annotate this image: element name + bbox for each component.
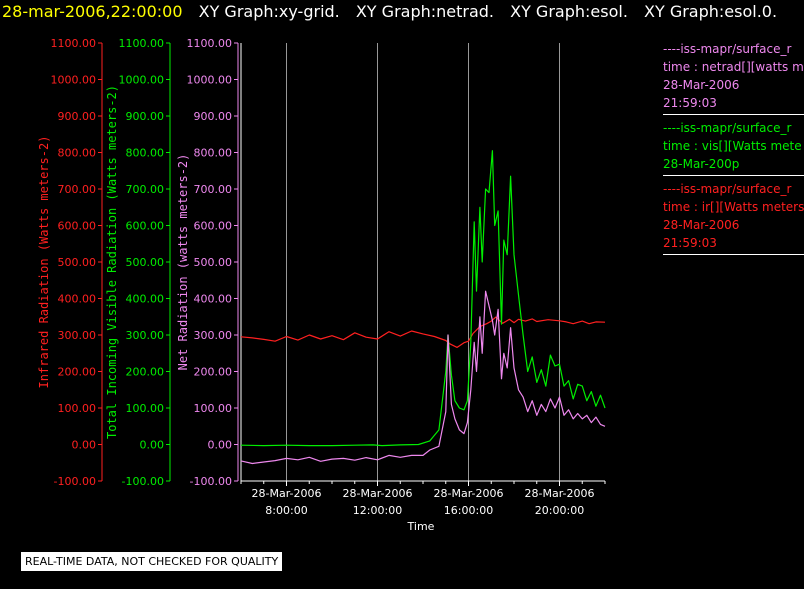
y-tick-label-net: 500.00 [194, 256, 233, 269]
y-tick-label-net: 800.00 [194, 147, 233, 160]
x-tick-label-date: 28-Mar-2006 [525, 487, 595, 500]
y-tick-label-visible: 300.00 [126, 329, 165, 342]
y-tick-label-visible: 800.00 [126, 147, 165, 160]
y-tick-label-infrared: 200.00 [58, 366, 97, 379]
graph-title-esol-0: XY Graph:esol.0. [644, 2, 778, 21]
legend-line: 28-Mar-200p [663, 157, 740, 171]
y-tick-label-infrared: 1000.00 [51, 74, 97, 87]
y-tick-label-infrared: 700.00 [58, 183, 97, 196]
y-tick-label-infrared: 500.00 [58, 256, 97, 269]
y-tick-label-infrared: 300.00 [58, 329, 97, 342]
y-tick-label-infrared: 800.00 [58, 147, 97, 160]
series-line-visible [240, 150, 606, 447]
legend-line: 28-Mar-2006 [663, 78, 740, 92]
legend-line: time : netrad[][watts m [663, 60, 804, 74]
y-tick-label-visible: 100.00 [126, 402, 165, 415]
y-tick-label-visible: 600.00 [126, 220, 165, 233]
legend-line: time : vis[][Watts mete [663, 139, 802, 153]
chart-timestamp: 28-mar-2006,22:00:00 [2, 2, 183, 21]
y-tick-label-net: 200.00 [194, 366, 233, 379]
quality-disclaimer: REAL-TIME DATA, NOT CHECKED FOR QUALITY [20, 551, 284, 572]
y-tick-label-visible: 0.00 [140, 439, 165, 452]
y-tick-label-net: 1000.00 [187, 74, 233, 87]
series-line-net [240, 290, 606, 465]
x-axis-title: Time [407, 520, 435, 533]
graph-title-esol: XY Graph:esol. [510, 2, 628, 21]
x-tick-label-time: 8:00:00 [265, 504, 307, 517]
y-tick-label-infrared: 0.00 [72, 439, 97, 452]
x-tick-label-date: 28-Mar-2006 [343, 487, 413, 500]
y-tick-label-infrared: 100.00 [58, 402, 97, 415]
y-axis-title-infrared: Infrared Radiation (Watts meters-2) [37, 136, 51, 389]
y-tick-label-infrared: 1100.00 [51, 37, 97, 50]
y-tick-label-net: 300.00 [194, 329, 233, 342]
graph-title-xy-grid: XY Graph:xy-grid. [198, 2, 340, 21]
legend-line: 21:59:03 [663, 96, 717, 110]
y-tick-label-visible: 200.00 [126, 366, 165, 379]
y-tick-label-visible: 900.00 [126, 110, 165, 123]
y-tick-label-net: 0.00 [208, 439, 233, 452]
y-tick-label-infrared: 900.00 [58, 110, 97, 123]
legend-line: ----iss-mapr/surface_r [663, 182, 792, 196]
y-axis-title-net: Net Radiation (watts meters-2) [176, 154, 190, 371]
y-tick-label-net: 1100.00 [187, 37, 233, 50]
y-tick-label-net: 400.00 [194, 293, 233, 306]
graph-title-netrad: XY Graph:netrad. [355, 2, 495, 21]
y-tick-label-visible: -100.00 [122, 475, 164, 488]
y-tick-label-visible: 700.00 [126, 183, 165, 196]
x-tick-label-time: 16:00:00 [444, 504, 493, 517]
y-tick-label-net: 600.00 [194, 220, 233, 233]
y-tick-label-net: 100.00 [194, 402, 233, 415]
x-tick-label-date: 28-Mar-2006 [434, 487, 504, 500]
legend-line: 28-Mar-2006 [663, 218, 740, 232]
y-tick-label-visible: 500.00 [126, 256, 165, 269]
y-tick-label-visible: 1000.00 [119, 74, 165, 87]
legend-line: 21:59:03 [663, 236, 717, 250]
title-bar: 28-mar-2006,22:00:00 XY Graph:xy-grid. X… [2, 2, 777, 21]
y-axis-title-visible: Total Incoming Visible Radiation (Watts … [105, 85, 119, 439]
y-tick-label-visible: 400.00 [126, 293, 165, 306]
y-tick-label-net: 900.00 [194, 110, 233, 123]
x-tick-label-time: 20:00:00 [535, 504, 584, 517]
series-line-infrared [240, 316, 606, 348]
y-tick-label-infrared: -100.00 [54, 475, 96, 488]
y-tick-label-infrared: 600.00 [58, 220, 97, 233]
x-tick-label-time: 12:00:00 [353, 504, 402, 517]
legend-line: ----iss-mapr/surface_r [663, 42, 792, 56]
legend-line: ----iss-mapr/surface_r [663, 121, 792, 135]
legend-line: time : ir[][Watts meters [663, 200, 804, 214]
y-tick-label-net: 700.00 [194, 183, 233, 196]
x-tick-label-date: 28-Mar-2006 [252, 487, 322, 500]
y-tick-label-visible: 1100.00 [119, 37, 165, 50]
y-tick-label-infrared: 400.00 [58, 293, 97, 306]
y-tick-label-net: -100.00 [190, 475, 232, 488]
